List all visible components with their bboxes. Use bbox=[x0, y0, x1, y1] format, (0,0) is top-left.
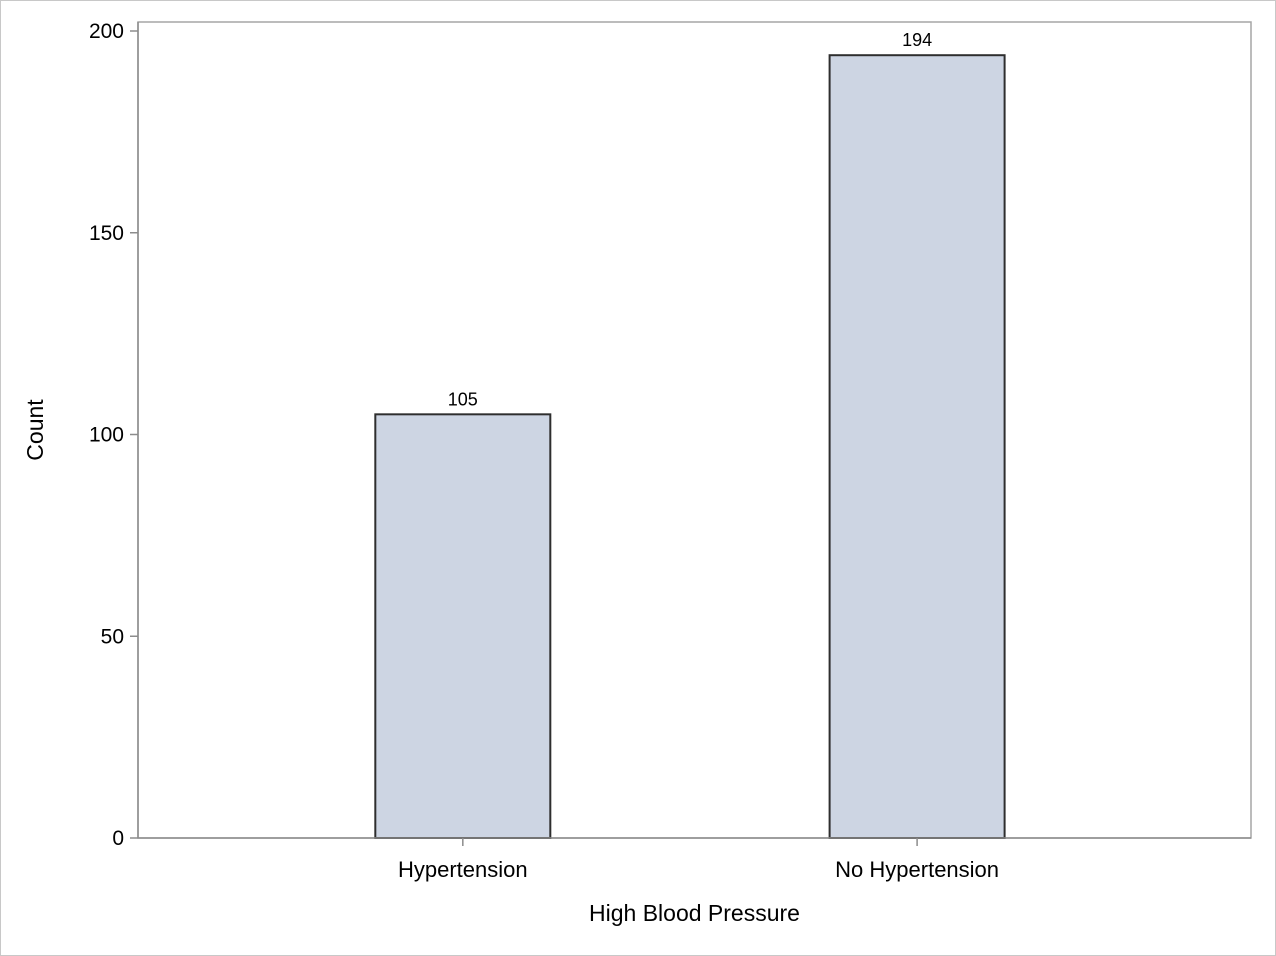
x-tick-label: Hypertension bbox=[398, 857, 528, 882]
x-axis-title: High Blood Pressure bbox=[589, 900, 800, 926]
x-axis: Hypertension No Hypertension bbox=[138, 837, 1251, 882]
y-tick-label: 0 bbox=[112, 827, 124, 850]
bars: 105 194 bbox=[374, 30, 1006, 839]
plot-area bbox=[137, 21, 1252, 839]
x-tick-label: No Hypertension bbox=[835, 857, 999, 882]
y-tick-label: 200 bbox=[89, 20, 124, 43]
y-axis: 0 50 100 150 200 bbox=[89, 20, 139, 850]
bar-hypertension bbox=[374, 413, 552, 839]
y-tick-label: 100 bbox=[89, 424, 124, 447]
y-tick-label: 150 bbox=[89, 222, 124, 245]
bar-no-hypertension bbox=[828, 54, 1006, 839]
y-tick-label: 50 bbox=[101, 625, 124, 648]
bar-value-label: 194 bbox=[902, 30, 932, 50]
bar-value-label: 105 bbox=[448, 389, 478, 409]
y-axis-title: Count bbox=[22, 399, 48, 461]
